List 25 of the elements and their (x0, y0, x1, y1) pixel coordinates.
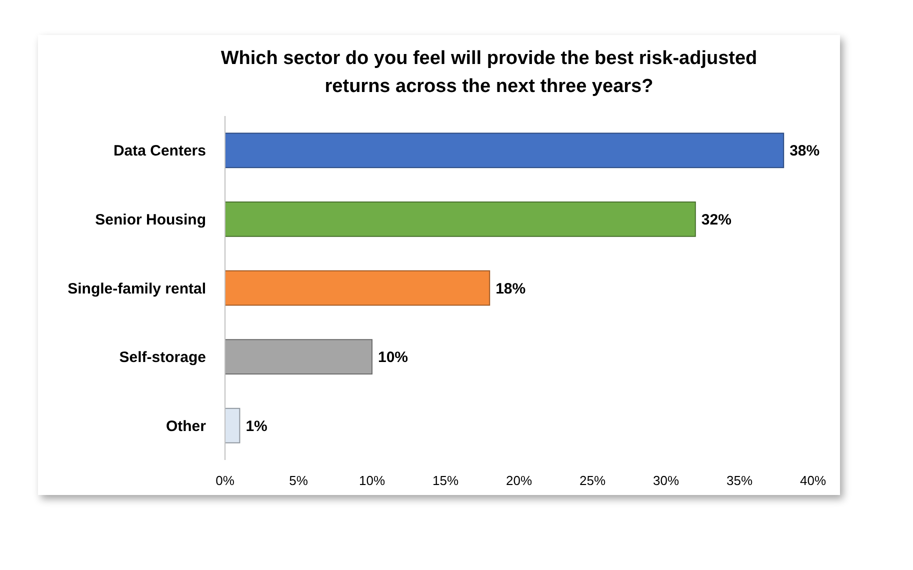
bar (224, 408, 240, 444)
x-tick-label: 0% (216, 473, 235, 488)
y-tick-label: Other (166, 418, 206, 435)
y-tick-label: Senior Housing (95, 211, 206, 228)
chart-title: Which sector do you feel will provide the best risk-adjusted returns across the next three years? (220, 48, 758, 97)
bar (224, 132, 784, 168)
x-tick-label: 5% (289, 473, 308, 488)
data-label: 10% (378, 349, 408, 366)
x-tick-label: 20% (506, 473, 532, 488)
data-label: 18% (496, 280, 526, 298)
y-tick-label: Single-family rental (68, 280, 206, 298)
x-tick-label: 15% (432, 473, 459, 488)
y-tick-label: Self-storage (119, 349, 206, 366)
bar (224, 202, 696, 237)
data-label: 38% (790, 142, 820, 160)
x-tick-label: 10% (358, 473, 386, 488)
x-tick-label: 40% (800, 473, 826, 488)
x-tick-label: 30% (652, 473, 680, 488)
data-label: 1% (246, 418, 268, 435)
bar (224, 270, 490, 306)
x-tick-label: 25% (579, 473, 606, 488)
bar (224, 339, 372, 374)
x-tick-label: 35% (726, 473, 753, 488)
y-tick-label: Data Centers (113, 142, 206, 160)
data-label: 32% (701, 211, 732, 228)
